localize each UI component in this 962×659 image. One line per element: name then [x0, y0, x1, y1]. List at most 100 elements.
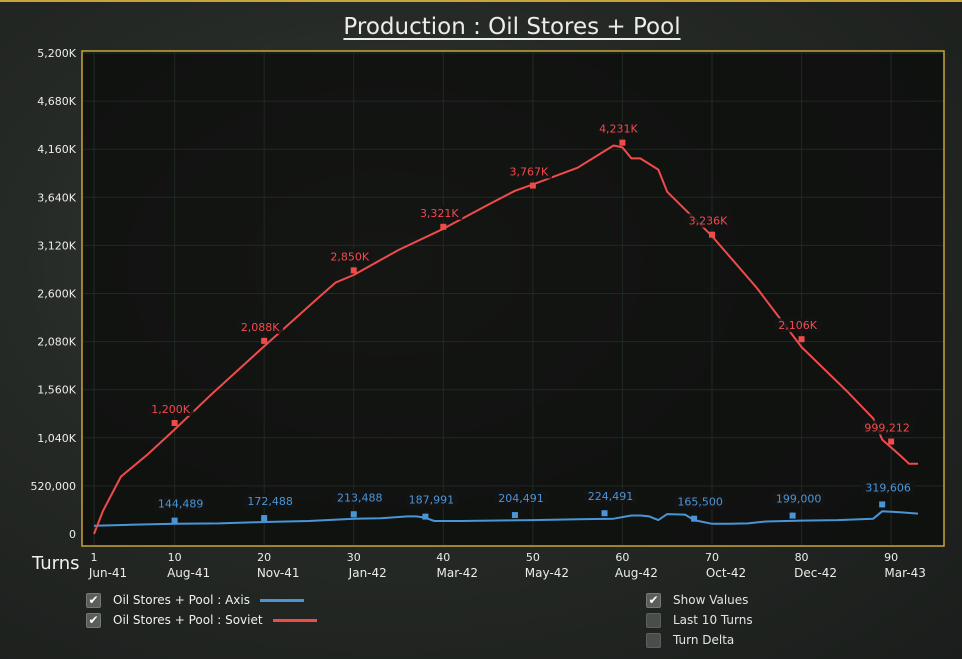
option-last-10-turns[interactable]: Last 10 Turns	[646, 611, 753, 629]
x-tick-number: 60	[615, 551, 629, 564]
data-label: 1,200K	[151, 403, 190, 416]
data-label-bg	[237, 319, 284, 334]
y-tick-label: 2,080K	[37, 336, 76, 349]
data-label-bg	[494, 491, 548, 506]
x-tick-date: Dec-42	[794, 566, 837, 580]
y-tick-label: 4,160K	[37, 143, 76, 156]
data-point-marker	[261, 337, 268, 344]
x-axis-title: Turns	[32, 553, 80, 574]
y-axis: 0 520,000 1,040K 1,560K 2,080K 2,600K 3,120K 3,…	[31, 47, 77, 541]
data-label: 204,491	[498, 492, 544, 505]
data-label-bg	[505, 164, 552, 179]
data-label-bg	[154, 496, 208, 511]
x-tick-date: Mar-42	[437, 566, 478, 580]
data-label: 2,850K	[330, 250, 369, 263]
x-tick-date: Jan-42	[348, 566, 387, 580]
x-tick-number: 70	[705, 551, 719, 564]
data-label-bg	[772, 491, 826, 506]
x-tick-date: Aug-41	[167, 566, 210, 580]
y-tick-label: 3,640K	[37, 191, 76, 204]
turn-delta-label: Turn Delta	[673, 633, 735, 647]
data-point-marker	[529, 182, 536, 189]
top-frame-line	[0, 0, 962, 2]
grid	[83, 52, 943, 545]
series-group	[93, 139, 919, 535]
data-label: 199,000	[776, 493, 822, 506]
data-label-bg	[326, 249, 373, 264]
turn-delta-checkbox[interactable]	[646, 632, 661, 648]
data-point-marker	[709, 231, 715, 238]
legend-axis-swatch	[259, 598, 304, 602]
data-point-marker	[691, 515, 698, 522]
soviet-series-line	[93, 144, 918, 535]
data-label-bg	[673, 494, 727, 509]
data-point-marker	[350, 511, 357, 518]
x-tick-number: 90	[884, 551, 898, 564]
last-10-turns-label: Last 10 Turns	[673, 613, 753, 627]
data-label: 3,236K	[689, 215, 728, 228]
legend-axis-checkbox[interactable]: ✔	[86, 592, 101, 608]
y-tick-label: 520,000	[31, 480, 77, 493]
data-point-marker	[879, 501, 886, 508]
plot-area	[81, 50, 945, 547]
data-label-bg	[333, 490, 387, 505]
option-show-values[interactable]: ✔ Show Values	[646, 591, 748, 609]
y-tick-label: 1,040K	[37, 432, 76, 445]
legend-soviet-label: Oil Stores + Pool : Soviet	[113, 613, 263, 627]
data-label: 224,491	[588, 490, 634, 503]
x-axis: 1 Jun-41 10 Aug-41 20 Nov-41 30 Jan-42 40 Mar-42 5…	[88, 551, 926, 580]
data-label-bg	[147, 402, 194, 416]
x-tick-date: Mar-43	[884, 566, 925, 580]
data-label: 2,088K	[241, 321, 280, 334]
data-point-marker	[440, 223, 447, 230]
data-point-marker	[511, 512, 518, 519]
legend-item-soviet[interactable]: ✔ Oil Stores + Pool : Soviet	[86, 611, 317, 629]
x-tick-date: Jun-41	[88, 566, 127, 580]
x-tick-number: 1	[91, 551, 98, 564]
show-values-label: Show Values	[673, 593, 749, 607]
x-tick-date: Oct-42	[706, 566, 746, 580]
data-label-bg	[416, 205, 463, 220]
y-tick-label: 3,120K	[37, 239, 76, 252]
data-label: 3,767K	[510, 166, 549, 179]
show-values-checkbox[interactable]: ✔	[646, 592, 661, 608]
legend-soviet-checkbox[interactable]: ✔	[86, 612, 101, 628]
x-tick-number: 50	[526, 551, 540, 564]
legend-axis-label: Oil Stores + Pool : Axis	[113, 593, 250, 607]
data-label-bg	[243, 494, 297, 509]
y-tick-label: 0	[69, 528, 76, 541]
data-label: 319,606	[865, 481, 911, 494]
y-tick-label: 1,560K	[37, 384, 76, 397]
y-tick-label: 2,600K	[37, 288, 76, 301]
legend-soviet-swatch	[272, 618, 317, 622]
option-turn-delta[interactable]: Turn Delta	[646, 631, 734, 649]
x-tick-date: May-42	[525, 566, 569, 580]
data-point-marker	[601, 510, 608, 517]
x-tick-number: 40	[436, 551, 450, 564]
data-point-marker	[171, 420, 178, 426]
data-label-bg	[774, 318, 821, 333]
data-label: 999,212	[864, 422, 910, 435]
data-point-marker	[619, 139, 626, 146]
data-point-marker	[789, 512, 796, 519]
data-point-marker	[171, 517, 178, 524]
data-labels: 144,489 172,488 213,488 187,991 204,491 224,4…	[147, 121, 915, 511]
axis-series-line	[93, 510, 919, 527]
data-label: 172,488	[247, 495, 293, 508]
data-point-marker	[350, 267, 357, 274]
data-label: 187,991	[409, 494, 455, 507]
x-tick-date: Nov-41	[257, 566, 300, 580]
data-point-marker	[422, 513, 429, 520]
data-label: 165,500	[677, 496, 723, 509]
x-tick-number: 20	[257, 551, 271, 564]
x-tick-date: Aug-42	[615, 566, 658, 580]
chart-title: Production : Oil Stores + Pool	[343, 14, 681, 40]
data-point-marker	[798, 336, 805, 343]
y-tick-label: 5,200K	[37, 47, 76, 60]
data-label-bg	[584, 489, 638, 504]
legend-item-axis[interactable]: ✔ Oil Stores + Pool : Axis	[86, 591, 304, 609]
data-point-marker	[261, 515, 268, 522]
data-label: 4,231K	[599, 123, 638, 136]
last-10-turns-checkbox[interactable]	[646, 612, 661, 628]
